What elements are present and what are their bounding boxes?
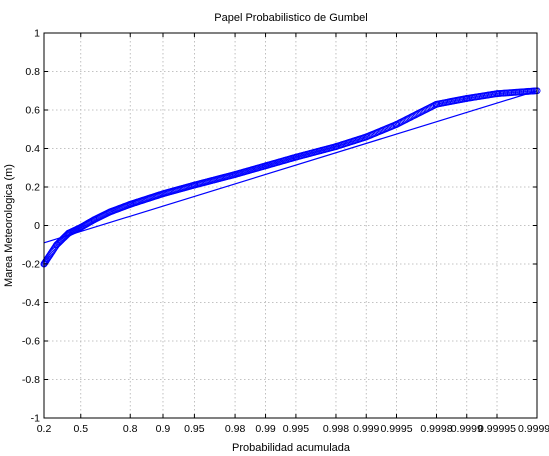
y-axis-label: Marea Meteorologica (m) [3, 164, 15, 287]
data-point [393, 121, 400, 128]
data-point [65, 229, 72, 237]
data-point [159, 190, 167, 198]
x-tick-label: 0.998 [323, 423, 349, 435]
data-point [332, 143, 340, 150]
x-tick-label: 0.99995 [478, 423, 516, 435]
x-tick-label: 0.9 [156, 423, 171, 435]
data-point [262, 162, 269, 170]
y-tick-label: -0.6 [22, 336, 40, 348]
data-point [191, 181, 198, 189]
y-tick-label: 0.4 [25, 143, 40, 155]
fit-line [43, 90, 538, 244]
plot-area [44, 33, 537, 418]
data-point [77, 224, 85, 231]
data-point [493, 90, 501, 98]
data-points-layer [40, 87, 541, 268]
x-tick-label: 0.9999 [451, 423, 483, 435]
x-tick-label: 0.9995 [380, 423, 412, 435]
x-tick-label: 0.98 [225, 423, 246, 435]
data-point [126, 200, 134, 208]
y-tick-label: 0.6 [25, 105, 40, 117]
x-tick-label: 0.8 [123, 423, 138, 435]
x-tick-label: 0.999 [353, 423, 379, 435]
tick-label-layer: 0.2 0.5 0.8 0.9 0.95 0.98 0.99 0.995 0.998 0.999 0… [22, 28, 549, 436]
data-point [45, 253, 52, 261]
fit-line-layer [43, 90, 538, 244]
y-tick-label: -0.8 [22, 374, 40, 386]
x-tick-label: 0.995 [283, 423, 309, 435]
y-tick-label: -0.4 [22, 297, 40, 309]
x-tick-label: 0.99998 [518, 423, 549, 435]
data-point [433, 100, 440, 108]
x-axis-label: Probabilidad acumulada [232, 442, 351, 454]
y-tick-label: 1 [34, 28, 40, 40]
y-tick-label: -0.2 [22, 259, 40, 271]
tick-layer [43, 32, 538, 419]
x-tick-label: 0.5 [73, 423, 88, 435]
data-point [231, 171, 239, 178]
chart-title: Papel Probabilistico de Gumbel [214, 12, 367, 24]
data-point [463, 95, 471, 102]
x-tick-label: 0.9998 [420, 423, 452, 435]
y-tick-label: -1 [31, 413, 40, 425]
x-tick-label: 0.2 [37, 423, 52, 435]
x-tick-label: 0.95 [184, 423, 205, 435]
data-point [106, 208, 114, 216]
y-tick-label: 0.8 [25, 66, 40, 78]
y-tick-label: 0 [34, 220, 40, 232]
data-point [90, 216, 98, 224]
x-tick-label: 0.99 [255, 423, 276, 435]
y-tick-label: 0.2 [25, 182, 40, 194]
data-point [53, 241, 61, 249]
data-point [362, 133, 370, 141]
data-point [292, 153, 300, 161]
